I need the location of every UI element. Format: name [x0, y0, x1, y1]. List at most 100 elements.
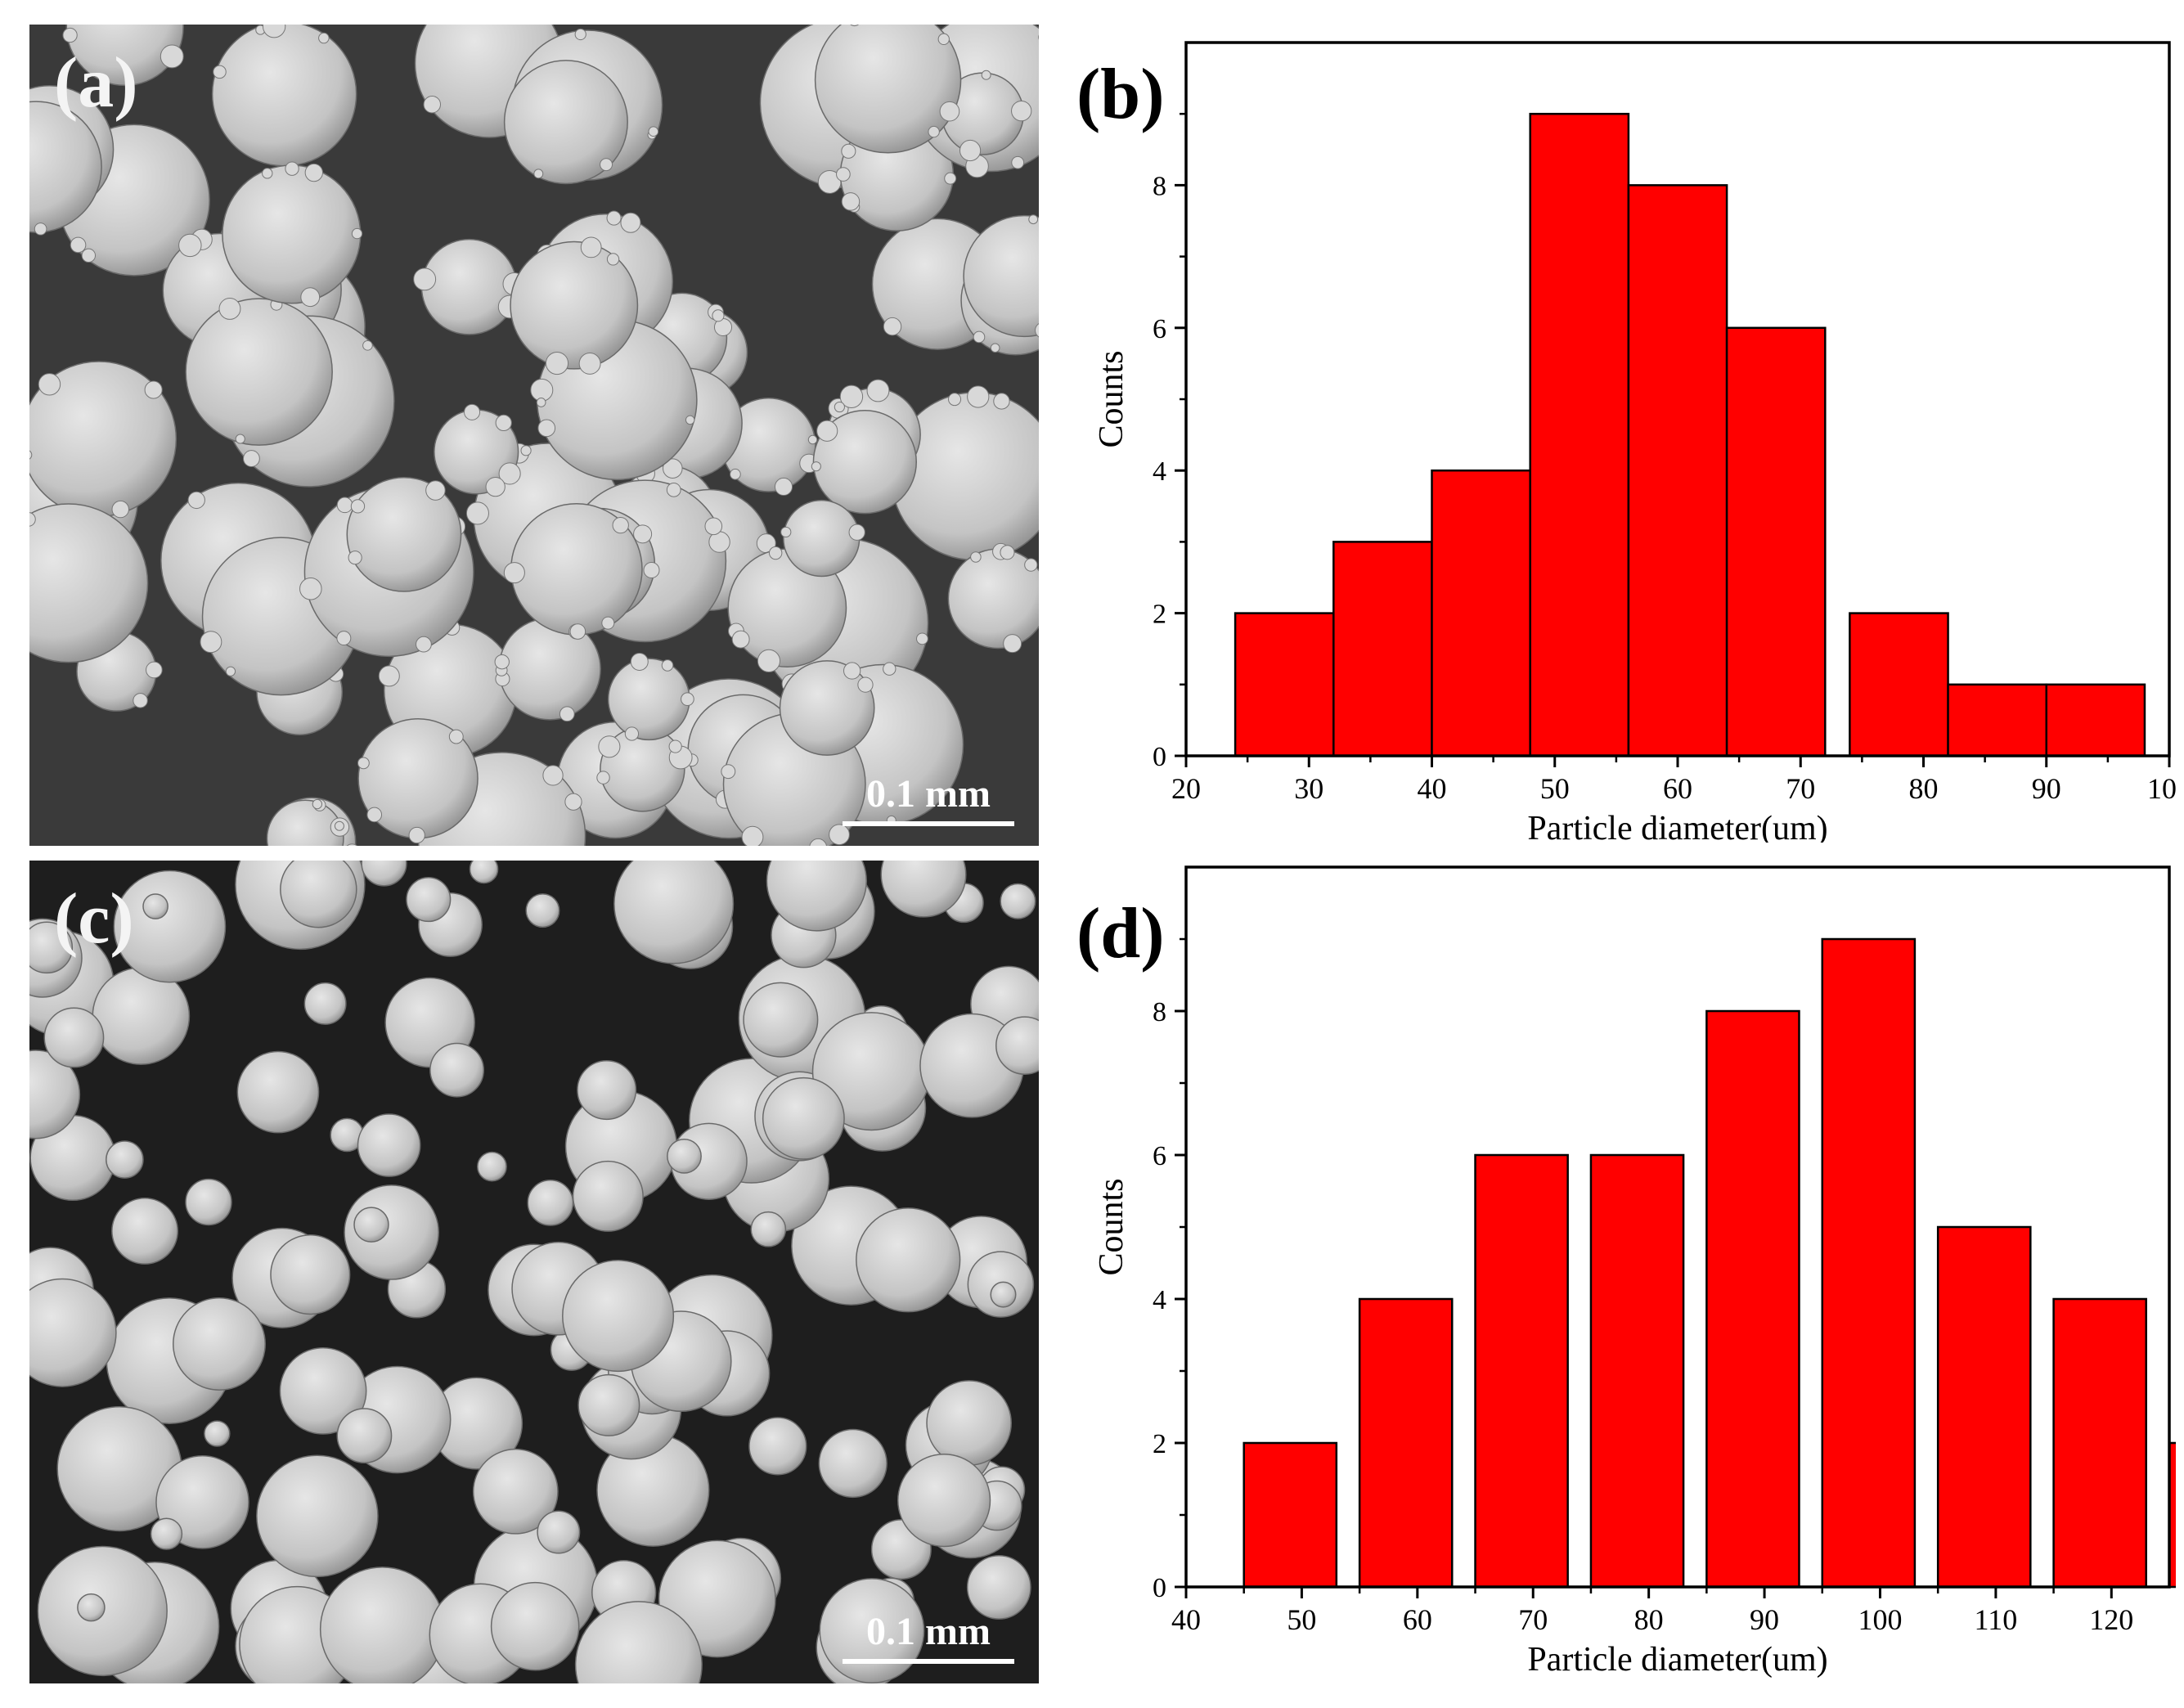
satellite-particle — [741, 825, 764, 846]
particle — [762, 1076, 845, 1160]
particle — [995, 1016, 1039, 1075]
particle — [185, 1178, 232, 1226]
satellite-particle — [630, 653, 649, 671]
particle — [65, 25, 184, 87]
satellite-particle — [213, 65, 227, 79]
bar-b-6 — [1849, 612, 1949, 757]
panel-label-b: (b) — [1076, 55, 1165, 134]
satellite-particle — [834, 401, 845, 413]
satellite-particle — [362, 339, 373, 351]
bar-b-1 — [1332, 541, 1433, 757]
satellite-particle — [883, 662, 897, 676]
particle — [236, 1050, 320, 1134]
satellite-particle — [663, 458, 683, 479]
satellite-particle — [299, 577, 322, 600]
particle — [357, 1113, 421, 1177]
particle — [779, 660, 875, 756]
bar-b-0 — [1234, 612, 1335, 757]
satellite-particle — [218, 298, 241, 320]
satellite-particle — [731, 630, 750, 649]
particle — [503, 60, 628, 185]
bar-b-7 — [1947, 683, 2048, 757]
satellite-particle — [774, 477, 793, 497]
x-tick-label-d-0: 40 — [1171, 1603, 1201, 1636]
satellite-particle — [29, 512, 36, 527]
x-tick-label-d-5: 90 — [1750, 1603, 1779, 1636]
particle — [607, 658, 690, 741]
y-tick-label-d-1: 2 — [1153, 1429, 1166, 1459]
satellite-particle — [378, 665, 400, 687]
panel-label-a: (a) — [54, 43, 138, 123]
satellite-particle — [681, 692, 694, 707]
scale-bar-a-line — [843, 821, 1014, 826]
bar-b-2 — [1431, 469, 1531, 757]
satellite-particle — [348, 551, 362, 565]
x-tick-label-d-6: 100 — [1858, 1603, 1902, 1636]
satellite-particle — [536, 398, 546, 407]
sem-image-a: (a) 0.1 mm — [29, 25, 1039, 846]
particle — [743, 982, 819, 1058]
satellite-particle — [146, 661, 163, 679]
satellite-particle — [967, 385, 990, 408]
satellite-particle — [318, 32, 330, 44]
satellite-particle — [580, 236, 602, 258]
bar-d-4 — [1705, 1009, 1800, 1589]
particle — [222, 164, 362, 304]
satellite-particle — [520, 445, 532, 456]
satellite-particle — [1000, 545, 1015, 560]
particle — [880, 861, 967, 918]
x-axis-label-d: Particle diameter(um) — [1527, 1641, 1827, 1679]
particle — [113, 870, 227, 983]
satellite-particle — [809, 838, 827, 846]
histogram-d: 40 50 60 70 80 90 100 110 120 0 2 4 6 8 Particle diame… — [1093, 865, 2184, 1679]
satellite-particle — [464, 403, 481, 420]
particle — [966, 1555, 1031, 1620]
satellite-particle — [596, 771, 610, 784]
particle — [336, 1408, 393, 1464]
satellite-particle — [413, 267, 437, 291]
satellite-particle — [574, 28, 586, 41]
satellite-particle — [503, 562, 525, 584]
panel-label-d: (d) — [1076, 894, 1165, 973]
satellite-particle — [408, 826, 425, 844]
particle — [346, 476, 462, 592]
particle — [406, 877, 452, 923]
scale-bar-c-line — [843, 1659, 1014, 1664]
satellite-particle — [187, 491, 205, 510]
satellite-particle — [928, 125, 940, 138]
satellite-particle — [1003, 634, 1022, 654]
satellite-particle — [836, 167, 851, 182]
particle — [142, 893, 169, 919]
particle — [303, 982, 347, 1025]
x-tick-label-b-1: 30 — [1294, 772, 1323, 805]
particle — [106, 1140, 144, 1179]
satellite-particle — [533, 169, 544, 179]
scale-bar-a: 0.1 mm — [843, 771, 1014, 826]
particle — [613, 861, 735, 964]
particle — [185, 298, 333, 446]
particle — [150, 1517, 183, 1550]
satellite-particle — [981, 70, 991, 80]
particle — [819, 1578, 925, 1683]
chart-b: (b) 20 30 40 50 60 70 80 90 100 0 2 4 6 8 Particle dia… — [1055, 16, 2184, 847]
satellite-particle — [111, 500, 129, 519]
satellite-particle — [160, 44, 184, 69]
satellite-particle — [416, 636, 432, 653]
satellite-particle — [866, 379, 890, 402]
satellite-particle — [730, 468, 741, 480]
satellite-particle — [1035, 323, 1039, 338]
y-tick-label-d-3: 6 — [1153, 1141, 1166, 1171]
panel-label-c: (c) — [54, 879, 134, 959]
satellite-particle — [600, 158, 613, 172]
particle — [926, 1380, 1013, 1466]
particle — [420, 238, 518, 335]
satellite-particle — [841, 192, 861, 211]
satellite-particle — [848, 524, 865, 541]
satellite-particle — [1011, 155, 1025, 169]
particle — [783, 499, 861, 578]
satellite-particle — [643, 561, 660, 578]
particle — [256, 1454, 379, 1578]
x-tick-label-b-3: 50 — [1540, 772, 1570, 805]
satellite-particle — [970, 551, 982, 563]
satellite-particle — [70, 236, 87, 254]
